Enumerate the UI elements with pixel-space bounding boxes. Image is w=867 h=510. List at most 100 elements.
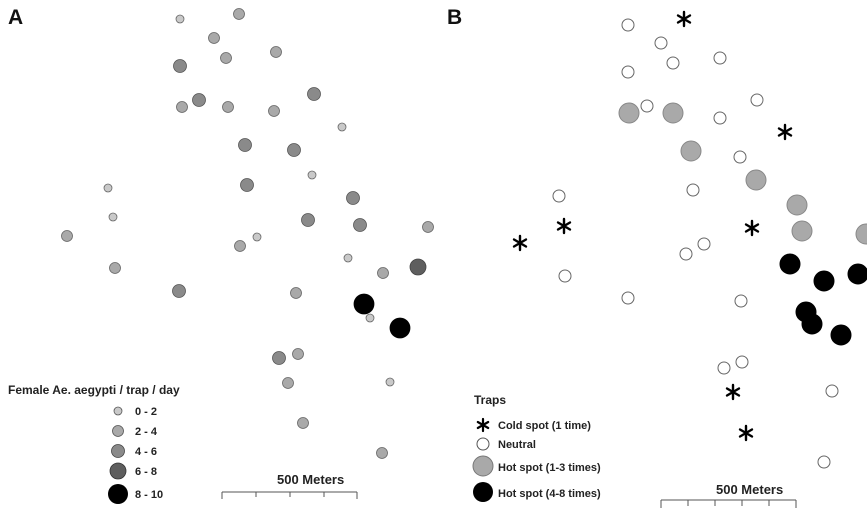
panel-a-scale-label: 500 Meters: [277, 472, 344, 487]
hot-spot-high-marker: [813, 270, 835, 292]
trap-marker: [172, 284, 186, 298]
legend-class-6-8-label: 6 - 8: [135, 466, 157, 478]
trap-marker: [176, 101, 188, 113]
neutral-trap-marker: [717, 361, 731, 375]
neutral-trap-marker: [621, 18, 635, 32]
trap-marker: [103, 183, 113, 193]
trap-marker: [337, 122, 347, 132]
neutral-legend-icon: [476, 437, 490, 451]
neutral-trap-marker: [713, 111, 727, 125]
trap-marker: [192, 93, 206, 107]
hot-spot-high-marker: [847, 263, 867, 285]
trap-marker: [282, 377, 294, 389]
hot-spot-low-marker: [745, 169, 767, 191]
cold-spot-asterisk-icon: [777, 123, 793, 141]
legend-class-2-4-icon: [112, 425, 124, 437]
trap-marker: [208, 32, 220, 44]
trap-marker: [222, 101, 234, 113]
trap-marker: [268, 105, 280, 117]
trap-marker: [272, 351, 286, 365]
trap-marker: [234, 240, 246, 252]
legend-class-4-6-label: 4 - 6: [135, 446, 157, 458]
cold-spot-asterisk-icon: [744, 219, 760, 237]
panel-b-label: B: [447, 6, 463, 29]
hot-spot-low-legend-icon: [472, 455, 494, 477]
neutral-trap-marker: [686, 183, 700, 197]
panel-a-label: A: [8, 6, 24, 29]
trap-marker: [238, 138, 252, 152]
trap-marker: [297, 417, 309, 429]
trap-marker: [376, 447, 388, 459]
panel-b-legend-title: Traps: [474, 393, 506, 407]
trap-marker: [61, 230, 73, 242]
cold-spot-asterisk-icon: [556, 217, 572, 235]
trap-marker: [109, 262, 121, 274]
trap-marker: [353, 218, 367, 232]
legend-class-8-10-label: 8 - 10: [135, 489, 163, 501]
neutral-trap-marker: [697, 237, 711, 251]
trap-marker: [343, 253, 353, 263]
legend-class-0-2-label: 0 - 2: [135, 406, 157, 418]
legend-class-4-6-icon: [111, 444, 125, 458]
neutral-trap-marker: [666, 56, 680, 70]
trap-marker: [422, 221, 434, 233]
neutral-trap-marker: [825, 384, 839, 398]
neutral-trap-marker: [733, 150, 747, 164]
neutral-trap-marker: [735, 355, 749, 369]
cold-spot-legend-icon: [476, 417, 490, 433]
hot-spot-low-marker: [662, 102, 684, 124]
trap-marker: [346, 191, 360, 205]
trap-marker: [233, 8, 245, 20]
panel-a-scale-bar: 500 Meters: [221, 472, 358, 499]
hot-spot-high-marker: [801, 313, 823, 335]
neutral-trap-marker: [621, 65, 635, 79]
trap-marker: [175, 14, 185, 24]
legend-hot-spot-high-label: Hot spot (4-8 times): [498, 488, 601, 500]
trap-marker: [252, 232, 262, 242]
panel-a-legend: Female Ae. aegypti / trap / day 0 - 2 2 …: [8, 383, 180, 504]
trap-marker: [353, 293, 375, 315]
neutral-trap-marker: [654, 36, 668, 50]
trap-marker: [307, 170, 317, 180]
trap-marker: [365, 313, 375, 323]
hot-spot-low-marker: [855, 223, 867, 245]
trap-marker: [173, 59, 187, 73]
legend-hot-spot-low-label: Hot spot (1-3 times): [498, 462, 601, 474]
legend-class-2-4-label: 2 - 4: [135, 426, 158, 438]
trap-marker: [409, 258, 427, 276]
panel-a-legend-title: Female Ae. aegypti / trap / day: [8, 383, 180, 397]
hot-spot-high-legend-icon: [473, 482, 493, 502]
trap-marker: [287, 143, 301, 157]
trap-marker: [301, 213, 315, 227]
hot-spot-low-marker: [791, 220, 813, 242]
hot-spot-low-marker: [786, 194, 808, 216]
panel-b-scale-bar: 500 Meters: [660, 482, 797, 508]
panel-b-scale-label: 500 Meters: [716, 482, 783, 497]
neutral-trap-marker: [621, 291, 635, 305]
neutral-trap-marker: [734, 294, 748, 308]
neutral-trap-marker: [750, 93, 764, 107]
trap-marker: [307, 87, 321, 101]
trap-marker: [290, 287, 302, 299]
cold-spot-asterisk-icon: [512, 234, 528, 252]
trap-marker: [240, 178, 254, 192]
hot-spot-low-marker: [618, 102, 640, 124]
neutral-trap-marker: [817, 455, 831, 469]
trap-marker: [108, 212, 118, 222]
hot-spot-high-marker: [779, 253, 801, 275]
neutral-trap-marker: [552, 189, 566, 203]
trap-marker: [270, 46, 282, 58]
cold-spot-asterisk-icon: [725, 383, 741, 401]
hot-spot-high-marker: [830, 324, 852, 346]
panel-b-legend: Traps Cold spot (1 time) Neutral Hot spo…: [472, 393, 601, 502]
trap-marker: [385, 377, 395, 387]
trap-marker: [292, 348, 304, 360]
trap-marker: [220, 52, 232, 64]
legend-class-8-10-icon: [108, 484, 128, 504]
neutral-trap-marker: [713, 51, 727, 65]
trap-marker: [377, 267, 389, 279]
legend-neutral-label: Neutral: [498, 439, 536, 451]
legend-class-0-2-icon: [113, 406, 123, 416]
neutral-trap-marker: [640, 99, 654, 113]
